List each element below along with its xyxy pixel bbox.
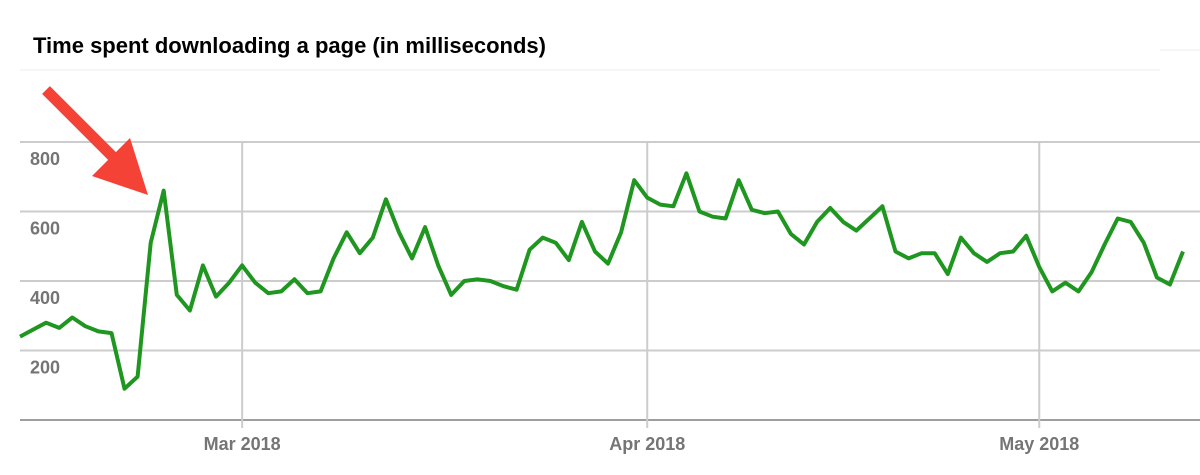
plot [19, 171, 1185, 391]
x-tick-label: Mar 2018 [204, 434, 281, 454]
annotation-arrow [42, 86, 148, 195]
arrow-head [92, 138, 148, 195]
y-tick-label: 200 [30, 358, 60, 378]
x-tick-label: Apr 2018 [609, 434, 685, 454]
arrow-shaft [42, 86, 126, 170]
x-tick-label: May 2018 [999, 434, 1079, 454]
series-line [19, 171, 1185, 391]
y-tick-label: 400 [30, 288, 60, 308]
y-tick-label: 600 [30, 219, 60, 239]
y-tick-label: 800 [30, 149, 60, 169]
chart-title: Time spent downloading a page (in millis… [33, 33, 546, 58]
grid: 200 400 600 800 Mar 2018 Apr 2018 May 2018 [20, 141, 1200, 454]
